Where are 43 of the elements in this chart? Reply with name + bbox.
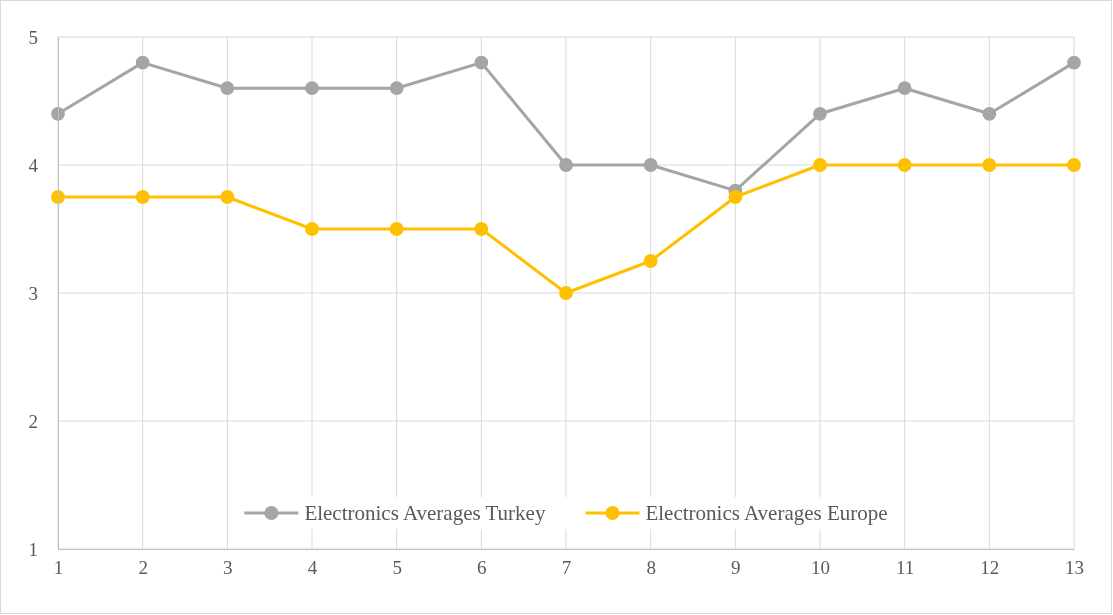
- x-tick-label: 4: [307, 557, 318, 579]
- point: [813, 158, 827, 172]
- point: [982, 106, 997, 121]
- x-tick-label: 7: [561, 557, 572, 579]
- x-tick-label: 9: [731, 557, 741, 579]
- point: [389, 222, 404, 236]
- x-tick-label: 5: [392, 557, 402, 579]
- legend-label: Electronics Averages Europe: [645, 501, 888, 526]
- point: [559, 286, 573, 300]
- point: [1067, 158, 1081, 172]
- x-tick-label: 12: [980, 557, 1000, 579]
- point: [135, 55, 150, 70]
- y-tick-label: 5: [28, 26, 38, 48]
- point: [305, 81, 319, 96]
- x-tick-label: 2: [138, 557, 148, 579]
- point: [220, 190, 235, 204]
- point: [897, 158, 912, 172]
- x-tick-label: 1: [53, 557, 64, 579]
- y-tick-label: 4: [28, 154, 39, 176]
- y-tick-label: 2: [28, 410, 38, 432]
- point: [389, 81, 404, 96]
- x-tick-label: 6: [477, 557, 487, 579]
- x-tick-label: 13: [1065, 557, 1084, 579]
- x-tick-label: 8: [646, 557, 656, 579]
- point: [643, 158, 658, 172]
- legend-label: Electronics Averages Turkey: [304, 501, 546, 526]
- point: [559, 158, 573, 172]
- point: [220, 81, 235, 96]
- point: [135, 190, 150, 204]
- point: [305, 222, 319, 236]
- point: [897, 81, 912, 96]
- y-tick-label: 1: [28, 538, 38, 560]
- x-tick-label: 10: [811, 557, 830, 579]
- x-tick-label: 3: [223, 557, 233, 579]
- y-tick-label: 3: [28, 282, 38, 304]
- point: [643, 254, 658, 268]
- point: [474, 55, 489, 70]
- point: [1067, 55, 1081, 70]
- point: [813, 106, 827, 121]
- point: [474, 222, 489, 236]
- point: [728, 190, 743, 204]
- x-tick-label: 11: [896, 557, 915, 579]
- point: [982, 158, 997, 172]
